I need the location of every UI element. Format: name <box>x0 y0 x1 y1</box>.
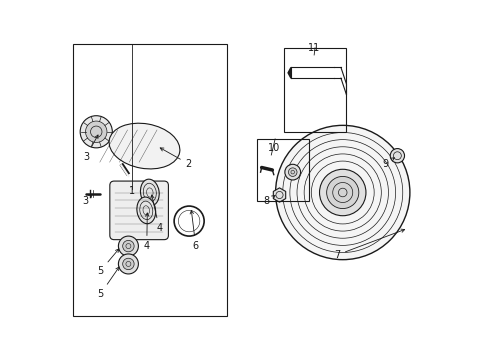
Circle shape <box>285 164 300 180</box>
Polygon shape <box>273 188 285 202</box>
Text: 7: 7 <box>333 229 404 260</box>
Text: 1: 1 <box>129 186 135 196</box>
Polygon shape <box>287 67 290 78</box>
Circle shape <box>122 258 134 270</box>
FancyBboxPatch shape <box>110 181 168 240</box>
Circle shape <box>122 240 134 252</box>
Circle shape <box>118 254 138 274</box>
Text: 9: 9 <box>381 158 393 169</box>
Text: 6: 6 <box>190 211 199 251</box>
Circle shape <box>85 121 107 143</box>
Text: 4: 4 <box>150 195 162 233</box>
Text: 3: 3 <box>82 194 92 206</box>
Bar <box>257 139 308 202</box>
Ellipse shape <box>140 179 159 206</box>
Ellipse shape <box>137 197 155 224</box>
Bar <box>73 44 226 316</box>
Circle shape <box>80 116 112 148</box>
Circle shape <box>288 168 296 176</box>
Circle shape <box>326 176 358 208</box>
Text: 5: 5 <box>97 267 119 299</box>
Circle shape <box>389 149 404 163</box>
Text: 4: 4 <box>143 213 149 251</box>
Text: 11: 11 <box>307 43 320 53</box>
Circle shape <box>118 236 138 256</box>
Circle shape <box>319 169 365 216</box>
Text: 2: 2 <box>160 148 191 169</box>
Text: 5: 5 <box>97 249 119 276</box>
Bar <box>283 48 346 132</box>
Circle shape <box>275 125 409 260</box>
Ellipse shape <box>109 123 180 169</box>
Text: 3: 3 <box>83 135 98 162</box>
Text: 10: 10 <box>267 143 280 153</box>
Text: 8: 8 <box>263 195 275 206</box>
